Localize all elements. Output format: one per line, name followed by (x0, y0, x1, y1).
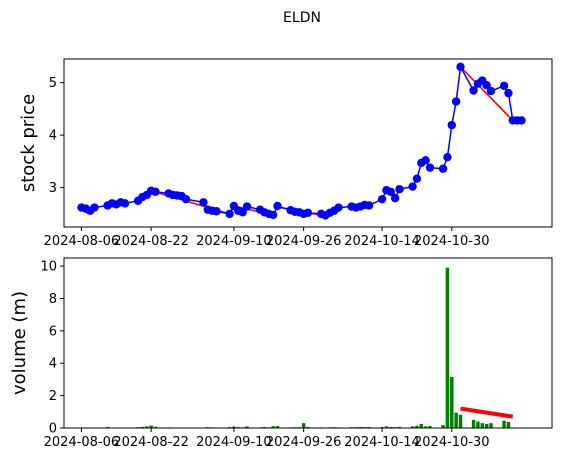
price-point (181, 194, 191, 204)
volume-plot-frame (63, 257, 553, 429)
price-point (238, 208, 247, 217)
volume-bar (428, 426, 432, 428)
volume-bar (140, 426, 145, 428)
price-xtick-label: 2024-08-06 (44, 234, 120, 249)
volume-bar (423, 426, 428, 428)
volume-trend-lines (460, 406, 514, 419)
volume-bar (384, 426, 389, 428)
volume-bar (245, 426, 249, 428)
volume-ytick-label: 4 (49, 357, 57, 372)
price-point (225, 209, 234, 219)
price-ytick-label: 4 (49, 129, 57, 144)
volume-xtick-label: 2024-10-14 (344, 435, 420, 450)
price-point (447, 120, 456, 130)
volume-bar (484, 423, 489, 428)
price-xtick-label: 2024-09-26 (266, 234, 342, 249)
price-point (517, 116, 526, 125)
price-point (334, 203, 343, 212)
price-point (421, 156, 430, 165)
volume-xtick-label: 2024-10-30 (414, 435, 490, 450)
volume-bar (419, 423, 424, 428)
price-series (77, 62, 526, 220)
price-point (151, 187, 160, 197)
price-ylabel: stock price (18, 94, 39, 192)
volume-bar (454, 412, 458, 428)
price-trend-line (459, 66, 514, 121)
price-plot-frame (63, 58, 553, 228)
volume-bar (397, 426, 402, 428)
price-point (451, 97, 461, 106)
volume-ylabel: volume (m) (9, 291, 30, 395)
volume-bar (445, 267, 450, 428)
volume-xtick-label: 2024-09-26 (266, 435, 342, 450)
volume-bar (502, 420, 506, 428)
price-point (364, 201, 374, 210)
price-point (212, 207, 221, 216)
volume-bar (450, 377, 454, 428)
volume-bar (232, 426, 236, 428)
volume-bar (271, 426, 275, 428)
volume-ytick-label: 10 (40, 260, 57, 275)
volume-bar (275, 426, 280, 428)
volume-bar (489, 423, 493, 428)
price-point (486, 86, 496, 96)
volume-bar (441, 425, 445, 428)
volume-bars (79, 267, 524, 428)
volume-bar (410, 426, 415, 428)
volume-bar (153, 426, 158, 428)
price-point (273, 201, 282, 211)
price-xtick-label: 2024-09-10 (196, 234, 272, 249)
price-ytick-label: 3 (49, 181, 57, 196)
price-point (390, 193, 400, 203)
price-point (386, 187, 395, 197)
price-xtick-label: 2024-10-14 (344, 234, 420, 249)
price-point (242, 202, 252, 211)
price-point (395, 185, 404, 194)
volume-ytick-label: 8 (49, 292, 57, 307)
volume-bar (145, 426, 149, 428)
price-point (482, 81, 491, 90)
volume-bar (415, 425, 419, 428)
price-point (377, 194, 387, 204)
price-point (443, 152, 452, 162)
price-xtick-label: 2024-08-22 (113, 234, 189, 249)
chart-title: ELDN (283, 10, 321, 26)
price-point (120, 199, 130, 208)
price-xtick-label: 2024-10-30 (414, 234, 490, 249)
volume-xtick-label: 2024-09-10 (196, 435, 272, 450)
price-point (199, 198, 208, 207)
volume-bar (458, 414, 463, 428)
volume-ytick-label: 2 (49, 389, 57, 404)
volume-bar (480, 423, 485, 428)
price-point (504, 88, 513, 98)
volume-xtick-label: 2024-08-06 (44, 435, 120, 450)
price-point (303, 208, 313, 218)
volume-bar (149, 425, 153, 428)
price-point (408, 182, 417, 191)
price-point (499, 81, 509, 90)
volume-ytick-label: 6 (49, 324, 57, 339)
price-point (456, 62, 465, 72)
volume-bar (301, 423, 306, 428)
volume-xtick-label: 2024-08-22 (113, 435, 189, 450)
price-point (268, 210, 278, 220)
price-ytick-label: 5 (49, 76, 57, 91)
price-point (469, 86, 478, 95)
price-point (438, 164, 448, 173)
volume-bar (476, 421, 480, 428)
volume-ytick-label: 0 (49, 422, 57, 437)
price-point (412, 174, 422, 183)
price-point (90, 203, 99, 212)
volume-bar (471, 419, 476, 428)
volume-bar (506, 421, 511, 428)
price-trend-lines (150, 66, 514, 217)
volume-trend-line (460, 406, 514, 419)
price-point (425, 163, 435, 172)
